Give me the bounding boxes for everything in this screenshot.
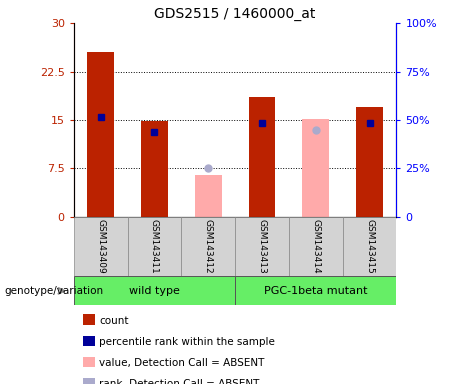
Text: rank, Detection Call = ABSENT: rank, Detection Call = ABSENT [99,379,260,384]
Bar [128,217,181,276]
Bar [74,217,128,276]
Text: GSM143415: GSM143415 [365,219,374,274]
Text: GSM143409: GSM143409 [96,219,105,274]
Text: PGC-1beta mutant: PGC-1beta mutant [264,286,367,296]
Bar [235,217,289,276]
Text: genotype/variation: genotype/variation [5,286,104,296]
Bar [356,107,383,217]
Text: value, Detection Call = ABSENT: value, Detection Call = ABSENT [99,358,265,368]
Bar [289,217,343,276]
Text: wild type: wild type [129,286,180,296]
Bar [248,98,275,217]
Bar [195,175,222,217]
Text: count: count [99,316,129,326]
Bar [343,217,396,276]
Text: GSM143414: GSM143414 [311,219,320,274]
Bar [141,121,168,217]
Text: percentile rank within the sample: percentile rank within the sample [99,337,275,347]
Text: GSM143411: GSM143411 [150,219,159,274]
Title: GDS2515 / 1460000_at: GDS2515 / 1460000_at [154,7,316,21]
Bar [87,52,114,217]
Bar [74,276,235,305]
Text: GSM143412: GSM143412 [204,219,213,274]
Bar [235,276,396,305]
Bar [302,119,329,217]
Bar [181,217,235,276]
Text: GSM143413: GSM143413 [258,219,266,274]
